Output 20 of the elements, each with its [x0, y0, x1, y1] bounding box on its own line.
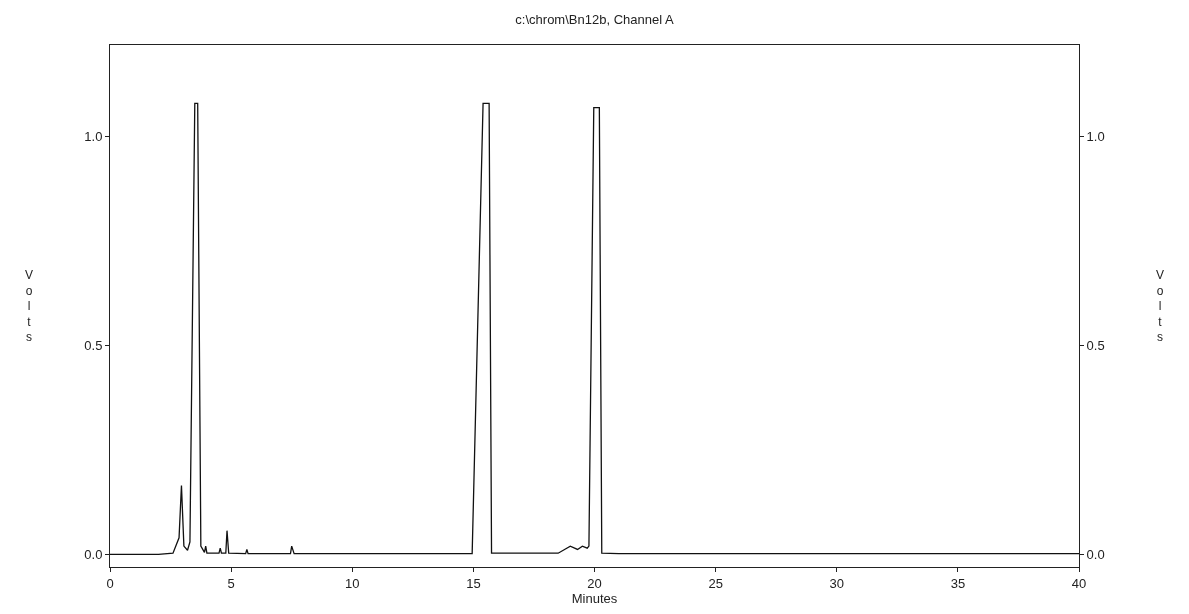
x-tick-label: 30 [829, 575, 844, 591]
x-tick-label: 40 [1071, 575, 1087, 591]
chart-title: c:\chrom\Bn12b, Channel A [515, 12, 674, 28]
y-axis-title: Volts [25, 268, 34, 345]
x-tick-label: 15 [466, 575, 481, 591]
x-axis-title: Minutes [571, 590, 618, 606]
y2-tick-label: 0.5 [1086, 338, 1105, 354]
y-tick-label: 0.5 [84, 338, 103, 354]
y2-tick-label: 0.0 [1086, 547, 1105, 563]
x-tick-label: 0 [106, 575, 114, 591]
y-tick-label: 0.0 [84, 547, 103, 563]
x-tick-label: 20 [587, 575, 602, 591]
y2-axis-title: Volts [1156, 268, 1165, 345]
line-series [110, 102, 1079, 556]
x-tick-label: 25 [708, 575, 723, 591]
y-tick-label: 1.0 [84, 129, 103, 145]
x-tick-label: 10 [345, 575, 360, 591]
x-tick-label: 35 [950, 575, 966, 591]
x-tick-label: 5 [227, 575, 235, 591]
y2-tick-label: 1.0 [1086, 129, 1105, 145]
